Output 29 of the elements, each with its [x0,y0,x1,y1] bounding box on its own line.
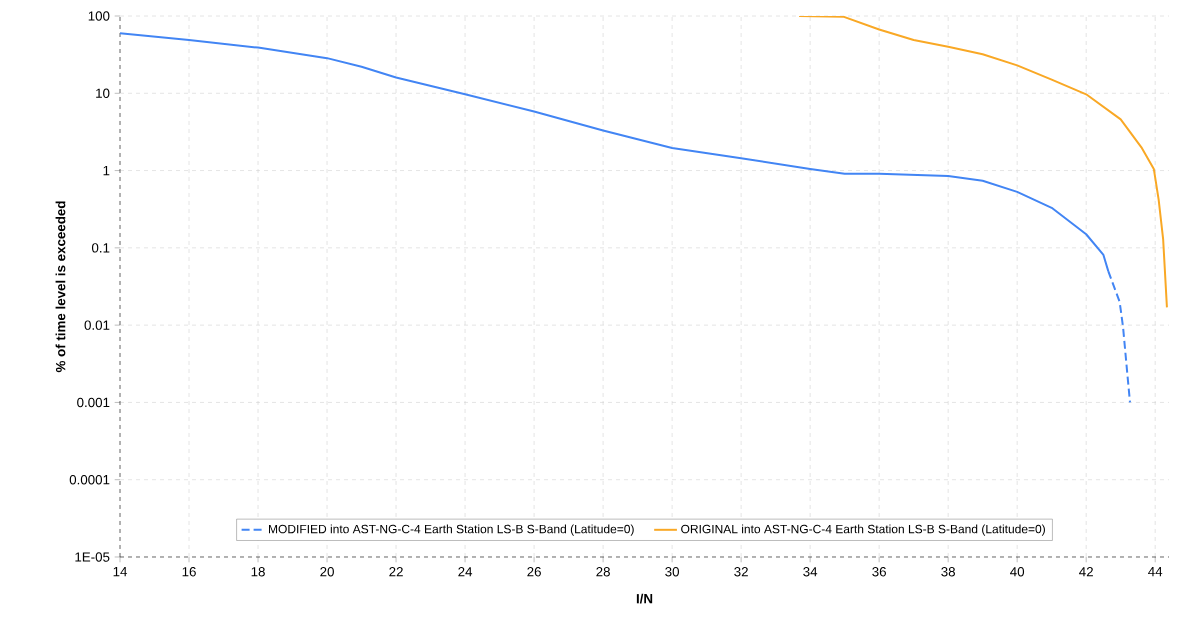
y-tick-label: 1 [103,165,110,176]
x-tick-label: 22 [389,567,403,577]
x-tick-label: 20 [320,567,334,577]
x-tick-label: 26 [527,567,541,577]
x-tick-label: 14 [113,567,128,577]
x-tick-label: 44 [1148,567,1163,577]
y-tick-label: 10 [96,88,110,98]
x-tick-label: 16 [182,567,196,577]
x-tick-label: 30 [665,567,680,577]
x-tick-label: 18 [251,567,265,577]
legend-label: ORIGINAL into AST-NG-C-4 Earth Station LS-B S-Band (Latitude=0) [681,524,1045,536]
y-tick-label: 0.0001 [69,474,110,485]
y-tick-label: 0.1 [91,243,110,253]
x-tick-label: 28 [596,567,610,577]
x-tick-label: 40 [1010,567,1025,577]
y-tick-label: 0.01 [84,320,110,330]
x-tick-label: 32 [734,567,748,577]
x-tick-label: 34 [803,567,818,577]
y-tick-label: 0.001 [77,397,110,408]
y-tick-label: 100 [88,11,110,21]
x-tick-label: 24 [458,567,473,577]
x-tick-label: 42 [1079,567,1093,577]
legend-label: MODIFIED into AST-NG-C-4 Earth Station LS-B S-Band (Latitude=0) [269,524,634,536]
x-tick-label: 38 [941,567,955,577]
x-axis-title: I/N [636,593,653,604]
y-tick-label: 1E-05 [75,552,110,562]
line-series [798,16,1168,309]
x-tick-label: 36 [872,567,886,577]
y-axis-title: % of time level is exceeded [55,201,66,373]
